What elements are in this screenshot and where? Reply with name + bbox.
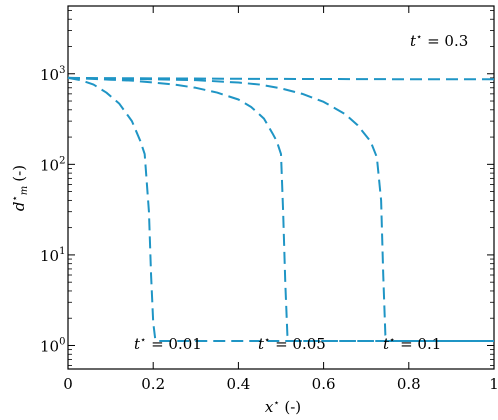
series-lines bbox=[67, 76, 494, 343]
x-axis-title: x⋆ (-) bbox=[265, 398, 301, 416]
series-line-2 bbox=[67, 76, 494, 343]
annotation-t-0-01: t⋆ = 0.01 bbox=[134, 335, 202, 353]
y-tick-label: 100 bbox=[40, 336, 65, 355]
x-tick-label: 0.8 bbox=[397, 375, 421, 393]
y-axis-title-unit: (-) bbox=[10, 165, 28, 182]
y-axis-title-sup: ⋆ bbox=[10, 195, 21, 201]
x-tick-label: 0.6 bbox=[312, 375, 336, 393]
x-tick-label: 0.4 bbox=[226, 375, 250, 393]
series-line-3 bbox=[67, 76, 494, 81]
y-tick-label: 102 bbox=[40, 155, 65, 174]
x-tick-label: 0 bbox=[63, 375, 73, 393]
x-axis-title-sup: ⋆ bbox=[273, 398, 279, 409]
y-axis-title-sub: m bbox=[19, 186, 30, 195]
series-line-1 bbox=[67, 76, 494, 343]
plot-frame bbox=[67, 5, 495, 370]
y-tick-label: 101 bbox=[40, 246, 65, 265]
x-tick-label: 0.2 bbox=[141, 375, 165, 393]
axis-ticks: 0 0.2 0.4 0.6 0.8 1 100 101 102 103 bbox=[40, 6, 498, 393]
annotation-t-0-3: t⋆ = 0.3 bbox=[410, 32, 468, 50]
y-tick-label: 103 bbox=[40, 65, 65, 84]
series-line-0 bbox=[67, 76, 494, 343]
y-axis-title-main: d bbox=[10, 201, 28, 211]
annotation-t-0-1: t⋆ = 0.1 bbox=[383, 335, 441, 353]
annotation-t-0-05: t⋆ = 0.05 bbox=[258, 335, 326, 353]
y-axis-title: d⋆m (-) bbox=[10, 165, 30, 211]
x-tick-label: 1 bbox=[489, 375, 498, 393]
